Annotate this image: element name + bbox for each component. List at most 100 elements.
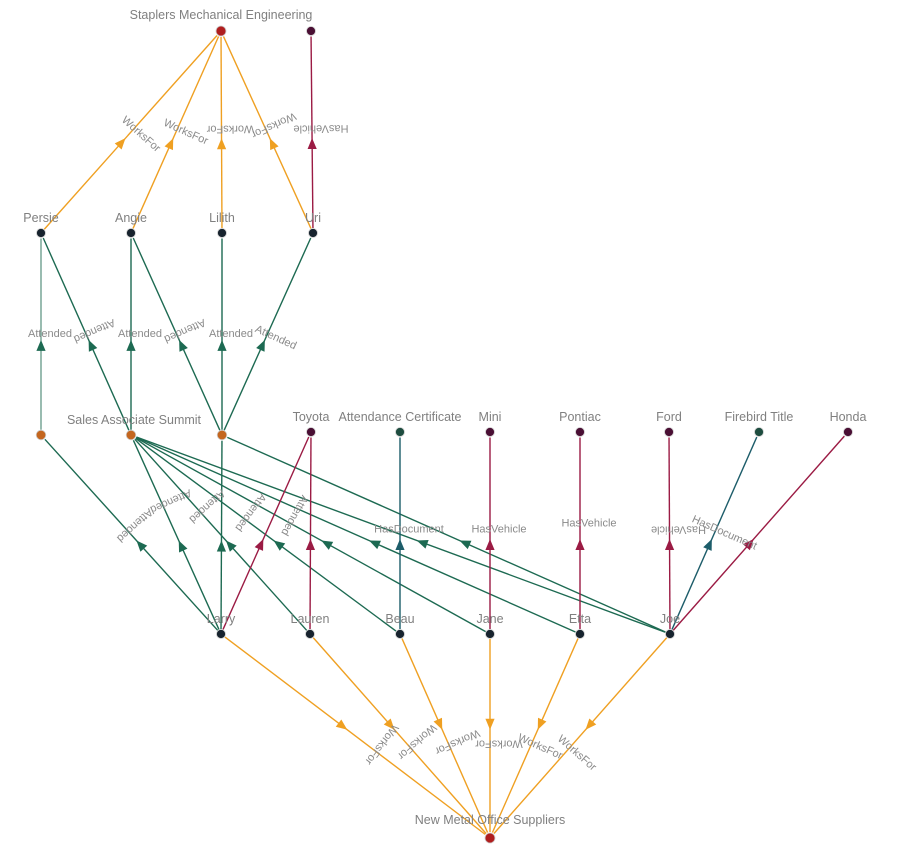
graph-node-lilith[interactable]: [217, 228, 227, 238]
node-label-attn_cert: Attendance Certificate: [339, 410, 462, 424]
node-label-etta: Etta: [569, 612, 591, 626]
graph-node-etta[interactable]: [575, 629, 585, 639]
graph-edge: [132, 439, 220, 630]
node-label-larry: Larry: [207, 612, 236, 626]
graph-node-jane[interactable]: [485, 629, 495, 639]
edge-arrowhead: [126, 339, 136, 351]
graph-node-angie[interactable]: [126, 228, 136, 238]
graph-edge: [136, 436, 576, 633]
edge-arrowhead: [585, 718, 597, 730]
graph-node-lauren[interactable]: [305, 629, 315, 639]
edge-arrowhead: [114, 138, 126, 150]
edge-arrowhead: [537, 717, 547, 730]
graph-node-mini[interactable]: [485, 427, 495, 437]
edge-arrowhead: [459, 540, 472, 550]
graph-node-summit_a[interactable]: [35, 429, 47, 441]
graph-node-summit_c[interactable]: [216, 429, 228, 441]
edge-arrowhead: [335, 719, 348, 730]
edge-label-hasvehicle: HasVehicle: [471, 523, 526, 535]
graph-node-ford[interactable]: [664, 427, 674, 437]
graph-node-joe[interactable]: [665, 629, 675, 639]
edge-arrowhead: [269, 138, 279, 151]
graph-edge: [491, 638, 579, 833]
graph-node-firebird[interactable]: [754, 427, 764, 437]
edge-label-worksfor: WorksFor: [475, 737, 523, 749]
graph-edge: [42, 237, 130, 431]
edge-label-worksfor: WorksFor: [206, 123, 254, 135]
edge-label-hasvehicle: HasVehicle: [651, 523, 706, 535]
graph-node-honda[interactable]: [843, 427, 853, 437]
node-label-lilith: Lilith: [209, 211, 235, 225]
edge-label-hasdocument: HasDocument: [374, 523, 444, 535]
edge-arrowhead: [575, 538, 585, 550]
graph-edge: [136, 436, 666, 633]
graph-node-beau[interactable]: [395, 629, 405, 639]
edge-arrowhead: [321, 540, 334, 550]
graph-edge: [672, 435, 845, 631]
graph-edge: [493, 637, 668, 834]
arrowheads-layer: [36, 137, 754, 730]
graph-node-toyota[interactable]: [306, 427, 316, 437]
edge-label-attended: Attended: [148, 486, 193, 515]
edge-arrowhead: [307, 137, 317, 150]
edge-label-worksfor: WorksFor: [433, 727, 482, 757]
graph-node-attn_cert[interactable]: [395, 427, 405, 437]
graph-node-summit_b[interactable]: [125, 429, 137, 441]
edge-label-attended: Attended: [72, 316, 117, 345]
edge-label-worksfor: WorksFor: [362, 722, 400, 767]
node-label-jane: Jane: [476, 612, 503, 626]
graph-node-larry[interactable]: [216, 629, 226, 639]
graph-edge: [43, 35, 218, 230]
graph-node-staplers[interactable]: [215, 25, 227, 37]
edge-label-worksfor: WorksFor: [249, 110, 297, 141]
edge-arrowhead: [395, 538, 405, 550]
edge-arrowhead: [305, 538, 316, 551]
graph-edge: [312, 637, 487, 834]
graph-edge: [224, 636, 486, 835]
edge-arrowhead: [485, 538, 495, 550]
graph-edge: [222, 436, 310, 630]
edge-label-attended: Attended: [118, 328, 162, 340]
edge-arrowhead: [216, 540, 227, 552]
edge-label-hasvehicle: HasVehicle: [561, 518, 616, 530]
node-label-angie: Angie: [115, 211, 147, 225]
node-label-honda: Honda: [830, 410, 867, 424]
edge-arrowhead: [273, 540, 286, 551]
node-label-staplers: Staplers Mechanical Engineering: [130, 8, 313, 22]
graph-node-pontiac[interactable]: [575, 427, 585, 437]
edge-arrowhead: [164, 138, 174, 151]
graph-edge: [220, 36, 223, 229]
node-label-summit_b: Sales Associate Summit: [67, 413, 202, 427]
graph-edge: [310, 36, 314, 229]
edge-arrowhead: [742, 539, 754, 551]
node-labels-layer: Staplers Mechanical Engineering Persie Ang…: [23, 8, 866, 827]
graph-node-uri[interactable]: [308, 228, 318, 238]
edge-label-attended: Attended: [233, 491, 269, 534]
graph-node-toyota_top[interactable]: [306, 26, 316, 36]
edge-arrowhead: [433, 717, 443, 730]
graph-edge: [671, 436, 758, 630]
edge-label-hasvehicle: HasVehicle: [293, 122, 348, 135]
edge-arrowhead: [664, 538, 675, 551]
node-label-pontiac: Pontiac: [559, 410, 601, 424]
graph-edge: [134, 438, 308, 631]
graph-node-newmetal[interactable]: [484, 832, 496, 844]
node-label-toyota: Toyota: [293, 410, 330, 424]
edge-arrowhead: [36, 339, 46, 351]
node-label-lauren: Lauren: [291, 612, 330, 626]
edge-arrowhead: [416, 539, 429, 549]
graph-edge: [223, 237, 312, 431]
nodes-layer: [35, 25, 853, 844]
edge-arrowhead: [136, 540, 148, 552]
edge-arrowhead: [383, 718, 395, 730]
graph-edge: [309, 437, 312, 630]
node-label-newmetal: New Metal Office Suppliers: [415, 813, 566, 827]
graph-node-persie[interactable]: [36, 228, 46, 238]
edge-arrowhead: [217, 339, 227, 351]
node-label-uri: Uri: [305, 211, 321, 225]
edge-arrowhead: [254, 539, 264, 551]
edge-label-attended: Attended: [209, 328, 253, 340]
node-label-firebird: Firebird Title: [725, 410, 794, 424]
